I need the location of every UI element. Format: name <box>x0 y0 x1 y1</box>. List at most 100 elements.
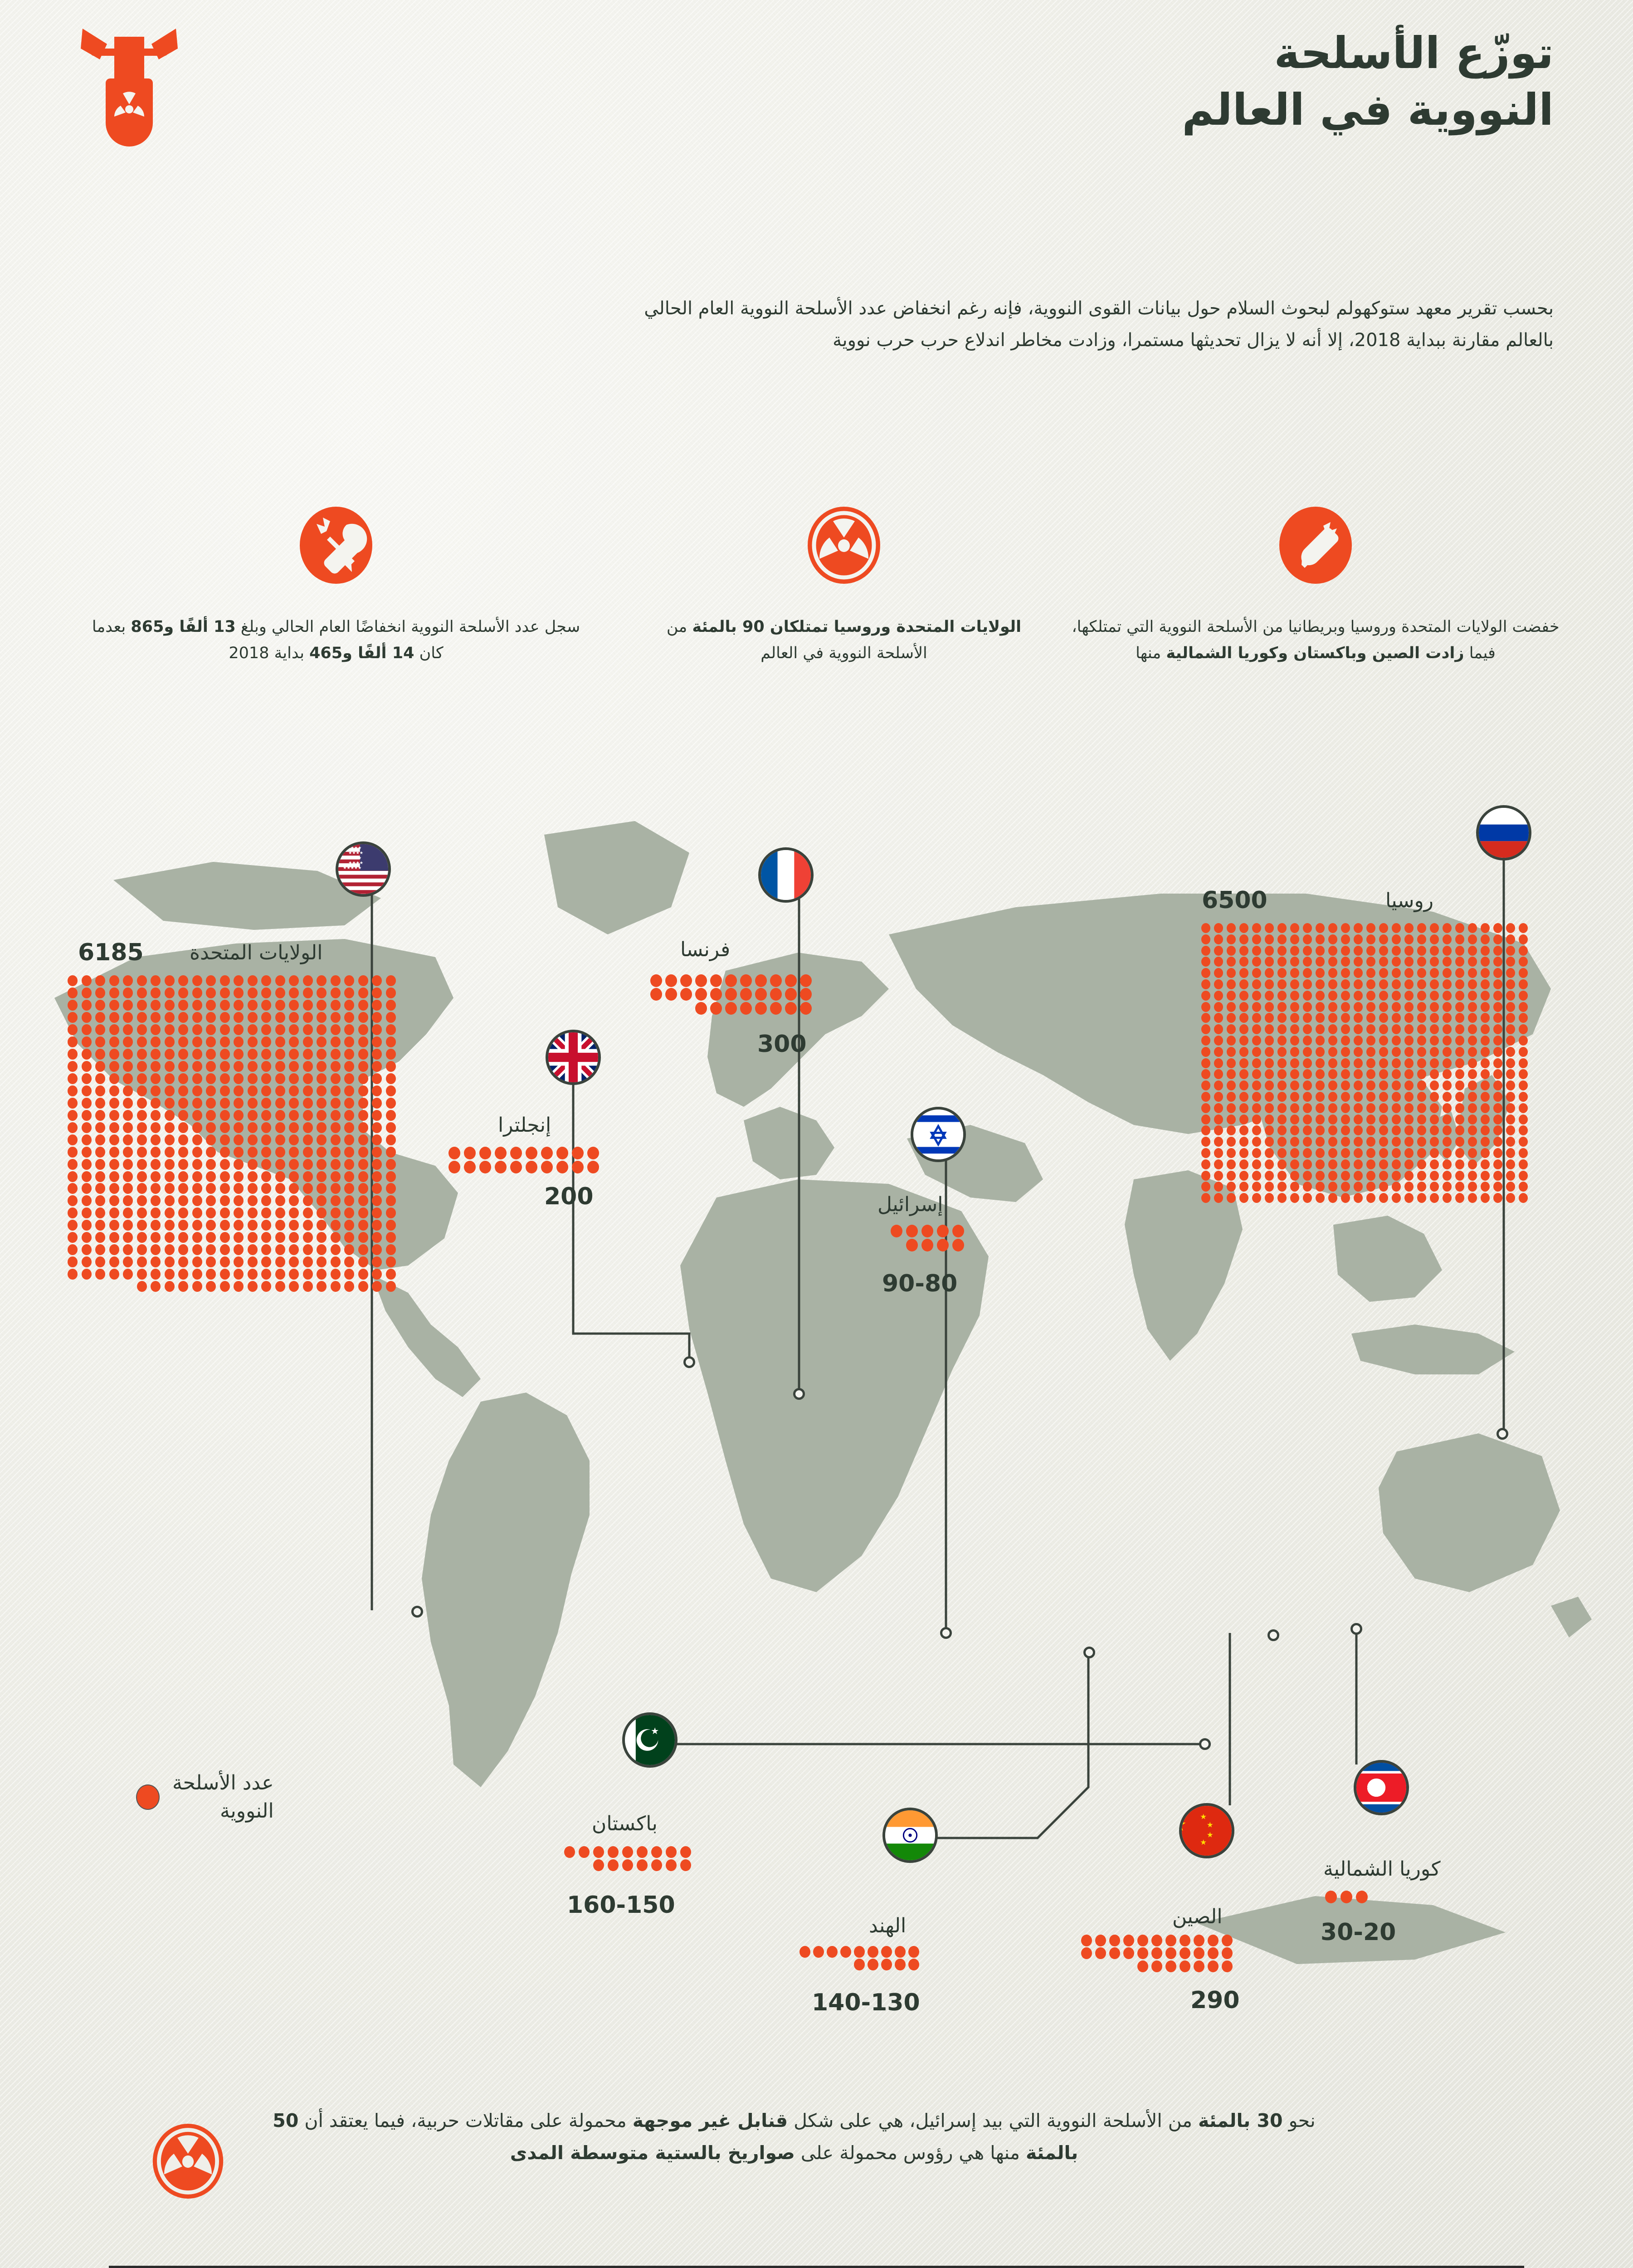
stat-block-share: الولايات المتحدة وروسيا تمتلكان 90 بالمئ… <box>644 506 1043 667</box>
country-name-china: الصين <box>1172 1905 1223 1928</box>
flag-china: ★ ★ ★ ★ ★ <box>1179 1803 1234 1858</box>
map-pin-india <box>1083 1647 1095 1658</box>
dot-matrix-israel <box>889 1225 966 1253</box>
country-value-china: 290 <box>1190 1987 1240 2014</box>
map-pin-pakistan <box>1199 1738 1211 1750</box>
title-line-1: توزّع الأسلحة <box>1274 28 1555 78</box>
stat-text-total: سجل عدد الأسلحة النووية انخفاضًا العام ا… <box>82 614 590 667</box>
map-pin-uk <box>683 1356 695 1368</box>
country-name-russia: روسيا <box>1385 889 1434 912</box>
legend-label-line-2: النووية <box>219 1799 274 1823</box>
dot-matrix-north-korea <box>1323 1891 1370 1905</box>
svg-text:★: ★ <box>1200 1838 1207 1847</box>
legend-swatch-icon <box>136 1784 160 1810</box>
flag-usa: ★★★★★ ★★★★ ★★★★★ ★★★★ ★★★★★ <box>336 841 391 897</box>
flag-israel <box>911 1107 966 1162</box>
stat3-head: سجل عدد الأسلحة النووية انخفاضًا العام ا… <box>235 618 580 636</box>
country-name-uk: إنجلترا <box>498 1114 551 1137</box>
dot-matrix-france <box>648 974 813 1016</box>
stat1-tail: منها <box>1136 644 1166 662</box>
legend-label: عدد الأسلحة النووية <box>172 1769 274 1825</box>
map-pin-france <box>793 1388 805 1400</box>
stat-text-reductions: خفضت الولايات المتحدة وروسيا وبريطانيا م… <box>1062 614 1570 667</box>
map-pin-usa <box>411 1606 423 1618</box>
svg-text:★★★★: ★★★★ <box>348 850 363 855</box>
country-value-russia: 6500 <box>1202 887 1267 914</box>
title-line-2: النووية في العالم <box>1182 84 1554 135</box>
footnote-b3: 50 بالمئة <box>273 2110 1078 2164</box>
rising-bomb-icon <box>1279 507 1352 584</box>
stat1-bold: زادت الصين وباكستان وكوريا الشمالية <box>1166 644 1464 662</box>
radiation-icon <box>152 2123 224 2199</box>
footnote-p3: محمولة على مقاتلات حربية، فيما يعتقد أن <box>298 2110 633 2131</box>
leader-line-china <box>1228 1633 1231 1805</box>
country-value-india: 140-130 <box>812 1989 920 2016</box>
footnote-b1: 30 بالمئة <box>1198 2110 1283 2131</box>
country-name-usa: الولايات المتحدة <box>190 941 323 964</box>
leader-line-north-korea <box>1355 1628 1358 1765</box>
stat3-bold-1: 13 ألفًا و865 <box>131 618 236 636</box>
stat3-bold-2: 14 ألفًا و465 <box>309 644 414 662</box>
stat2-bold: الولايات المتحدة وروسيا تمتلكان 90 بالمئ… <box>692 618 1022 636</box>
leader-line-india <box>934 1651 1090 1839</box>
flag-india <box>882 1808 938 1863</box>
page-title: توزّع الأسلحة النووية في العالم <box>647 25 1554 138</box>
svg-text:★: ★ <box>1182 1814 1187 1835</box>
country-value-pakistan: 160-150 <box>567 1892 675 1919</box>
footnote-p2: من الأسلحة النووية التي بيد إسرائيل، هي … <box>788 2110 1198 2131</box>
nuclear-bomb-icon <box>81 29 178 147</box>
footnote-p4: منها هي رؤوس محمولة على <box>795 2141 1026 2164</box>
stat3-tail: بداية 2018 <box>229 644 310 662</box>
page-subtitle: بحسب تقرير معهد ستوكهولم لبحوث السلام حو… <box>644 298 1554 351</box>
country-name-pakistan: باكستان <box>592 1812 658 1835</box>
dot-matrix-china <box>1079 1935 1234 1973</box>
stat-block-reductions: خفضت الولايات المتحدة وروسيا وبريطانيا م… <box>1062 506 1570 667</box>
legend: عدد الأسلحة النووية <box>136 1769 372 1825</box>
svg-text:★★★★: ★★★★ <box>348 860 363 865</box>
map-pin-china <box>1267 1629 1279 1641</box>
dot-matrix-india <box>798 1946 921 1971</box>
falling-bomb-icon <box>299 507 372 584</box>
country-name-israel: إسرائيل <box>877 1193 943 1216</box>
footnote-text: نحو 30 بالمئة من الأسلحة النووية التي بي… <box>245 2105 1343 2169</box>
radiation-icon <box>807 507 880 584</box>
stat1-head: خفضت الولايات المتحدة وروسيا وبريطانيا م… <box>1072 618 1560 662</box>
footnote-p1: نحو <box>1282 2110 1316 2131</box>
svg-text:★: ★ <box>651 1725 659 1736</box>
svg-text:★★★★★: ★★★★★ <box>343 855 361 860</box>
footnote-b2: قنابل غير موجهة <box>632 2110 788 2131</box>
dot-matrix-usa <box>66 975 398 1293</box>
svg-text:★: ★ <box>1200 1812 1207 1821</box>
map-pin-north-korea <box>1350 1623 1362 1635</box>
flag-france <box>758 847 814 903</box>
svg-text:★: ★ <box>1356 1780 1369 1799</box>
country-value-france: 300 <box>757 1031 807 1058</box>
flag-uk <box>546 1030 601 1085</box>
country-value-north-korea: 30-20 <box>1321 1919 1396 1946</box>
dot-matrix-russia <box>1199 923 1530 1204</box>
flag-north-korea: ★ <box>1354 1760 1409 1815</box>
flag-pakistan: ★ <box>622 1712 678 1768</box>
country-value-usa: 6185 <box>78 939 144 966</box>
svg-text:★★★★★: ★★★★★ <box>343 865 361 870</box>
country-name-north-korea: كوريا الشمالية <box>1323 1857 1441 1881</box>
footer-divider <box>109 2266 1524 2268</box>
map-pin-israel <box>940 1627 952 1639</box>
leader-line-uk <box>572 1080 691 1361</box>
legend-label-line-1: عدد الأسلحة <box>172 1771 274 1794</box>
country-name-france: فرنسا <box>680 938 731 961</box>
dot-matrix-uk <box>447 1147 601 1175</box>
map-pin-russia <box>1497 1428 1508 1440</box>
stat-text-share: الولايات المتحدة وروسيا تمتلكان 90 بالمئ… <box>644 614 1043 667</box>
stat-block-total: سجل عدد الأسلحة النووية انخفاضًا العام ا… <box>82 506 590 667</box>
svg-text:★: ★ <box>1207 1831 1214 1839</box>
footnote-b4: صواريخ بالستية متوسطة المدى <box>510 2141 795 2164</box>
dot-matrix-pakistan <box>562 1846 693 1872</box>
svg-text:★: ★ <box>1207 1821 1214 1829</box>
country-name-india: الهند <box>869 1914 907 1937</box>
flag-russia <box>1476 805 1531 860</box>
country-value-israel: 90-80 <box>882 1270 958 1297</box>
stat2-tail: من الأسلحة النووية في العالم <box>666 618 927 662</box>
country-value-uk: 200 <box>544 1183 594 1210</box>
